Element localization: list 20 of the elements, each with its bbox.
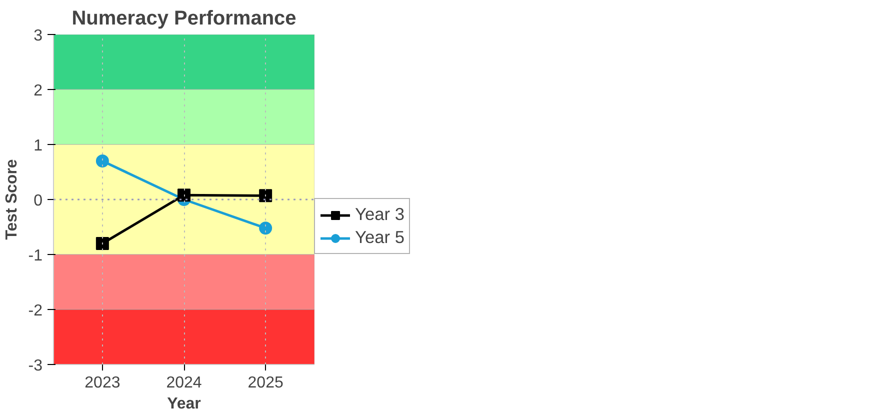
- y-tick-label: 3: [34, 28, 43, 44]
- x-axis-title: Year: [167, 396, 201, 412]
- y-axis-title: Test Score: [3, 159, 20, 240]
- y-tick-label: 0: [34, 192, 43, 210]
- chart-title: Numeracy Performance: [72, 8, 296, 30]
- point: [259, 222, 272, 235]
- y-tick-label: -1: [28, 248, 43, 264]
- y-tick-label: -3: [28, 358, 43, 374]
- y-tick-label: 1: [34, 138, 43, 154]
- legend-label: Year 5: [355, 227, 404, 248]
- point: [259, 189, 272, 202]
- x-tick-label: 2025: [248, 374, 284, 392]
- y-tick-label: -2: [28, 302, 43, 320]
- point: [178, 188, 190, 202]
- point: [96, 237, 109, 250]
- x-tick-label: 2024: [166, 374, 202, 392]
- point: [96, 154, 109, 168]
- x-tick-label: 2023: [84, 374, 120, 392]
- legend-label: Year 3: [355, 204, 404, 225]
- y-tick-label: 2: [34, 82, 43, 100]
